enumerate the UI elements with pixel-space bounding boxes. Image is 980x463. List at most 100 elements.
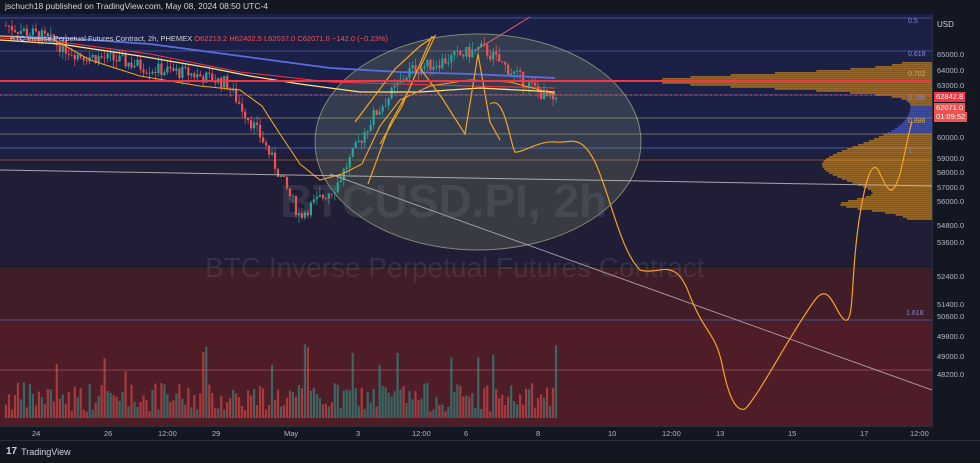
candle-body [157, 63, 160, 73]
tradingview-logo[interactable]: 17 TradingView [6, 446, 71, 457]
fib-label-0.5: 0.5 [908, 18, 918, 25]
candle-body [393, 85, 396, 88]
volume-bar [435, 397, 438, 418]
currency-label[interactable]: USD [937, 20, 954, 29]
volume-profile [652, 62, 932, 220]
volume-bar [199, 393, 202, 418]
volume-profile-bar [826, 158, 932, 160]
volume-profile-bar [841, 150, 932, 152]
candle-body [378, 111, 381, 115]
volume-profile-bar [906, 100, 932, 102]
time-tick: 12:00 [662, 429, 681, 438]
volume-bar [342, 390, 345, 418]
candle-body [336, 182, 339, 193]
volume-profile-bar [867, 188, 932, 190]
volume-bar [456, 384, 459, 418]
volume-profile-bar [910, 106, 932, 108]
volume-bar [495, 388, 498, 418]
volume-bar [148, 411, 151, 418]
candle-body [468, 47, 471, 58]
volume-bar [7, 394, 11, 418]
volume-profile-bar [887, 132, 932, 134]
candle-body [507, 64, 510, 75]
volume-bar [178, 384, 181, 418]
volume-bar [369, 402, 372, 418]
volume-profile-bar [902, 216, 932, 218]
volume-profile-bar [857, 144, 932, 146]
volume-bar [276, 389, 280, 418]
volume-bar [282, 405, 286, 418]
volume-profile-bar [832, 174, 932, 176]
volume-bar [336, 384, 339, 418]
volume-bar [85, 411, 88, 418]
volume-bar [519, 394, 522, 418]
candle-body [100, 56, 103, 58]
candle-body [363, 132, 366, 143]
price-tick: 49800.0 [937, 332, 965, 341]
volume-bar [366, 391, 369, 418]
candle-body [498, 54, 501, 62]
candle-body [106, 53, 109, 59]
volume-profile-bar [730, 74, 932, 76]
volume-bar [327, 406, 330, 418]
volume-bar [64, 404, 67, 418]
volume-profile-bar [891, 96, 932, 98]
candle-body [73, 55, 76, 60]
candle-body [414, 65, 417, 74]
candle-body [19, 30, 23, 34]
candle-body [522, 71, 525, 88]
drawn-lines-orange [354, 34, 501, 185]
price-scale[interactable]: USD 65000.064000.063000.062000.061000.06… [932, 14, 980, 426]
volume-bar [486, 385, 489, 418]
candle-body [513, 71, 516, 74]
chart-legend: BTC Inverse Perpetual Futures Contract, … [10, 34, 388, 43]
time-tick: 13 [716, 429, 725, 438]
tv-logo-text: TradingView [21, 446, 71, 457]
fib-label-1.618: 1.618 [906, 310, 924, 317]
candle-body [504, 62, 507, 65]
volume-bar [103, 358, 106, 418]
volume-bar [501, 394, 504, 418]
volume-profile-bar [690, 84, 932, 86]
volume-bar [91, 409, 94, 418]
price-tick: 54800.0 [937, 221, 965, 230]
candle-body [342, 168, 345, 181]
volume-bar [61, 394, 64, 418]
volume-bar [25, 407, 29, 418]
candle-body [247, 117, 250, 121]
volume-bar [351, 352, 354, 418]
candle-body [315, 196, 318, 200]
volume-bar [205, 346, 208, 418]
volume-bar [411, 399, 414, 418]
volume-bar [545, 387, 549, 418]
tv-icon: 17 [6, 446, 18, 457]
price-chart[interactable] [0, 14, 932, 426]
candle-body [276, 168, 280, 178]
candle-body [220, 77, 223, 88]
volume-bar [70, 410, 73, 418]
volume-profile-bar [848, 200, 932, 202]
candle-body [109, 53, 112, 55]
candle-body [420, 68, 423, 74]
candle-body [163, 72, 166, 76]
volume-bar [22, 382, 26, 418]
ma-red [0, 37, 556, 89]
volume-profile-bar [841, 178, 932, 180]
volume-bar [554, 345, 558, 418]
volume-bar [285, 397, 289, 418]
candle-body [501, 61, 504, 63]
candle-body [34, 28, 37, 32]
time-tick: 17 [860, 429, 869, 438]
candle-body [465, 47, 468, 57]
volume-bar [250, 395, 253, 418]
volume-profile-bar [863, 142, 932, 144]
volume-bar [429, 411, 432, 418]
candle-body [118, 55, 121, 62]
time-axis[interactable]: 24 26 12:00 29 May 3 12:00 6 8 10 12:00 13 15 17 12:00 [0, 426, 932, 441]
volume-profile-bar [852, 182, 932, 184]
candle-body [333, 192, 336, 194]
price-tick: 56000.0 [937, 197, 965, 206]
volume-bar [405, 403, 408, 418]
chart-area[interactable]: BTCUSD.PI, 2h BTC Inverse Perpetual Futu… [0, 14, 932, 426]
volume-bar [118, 400, 121, 418]
